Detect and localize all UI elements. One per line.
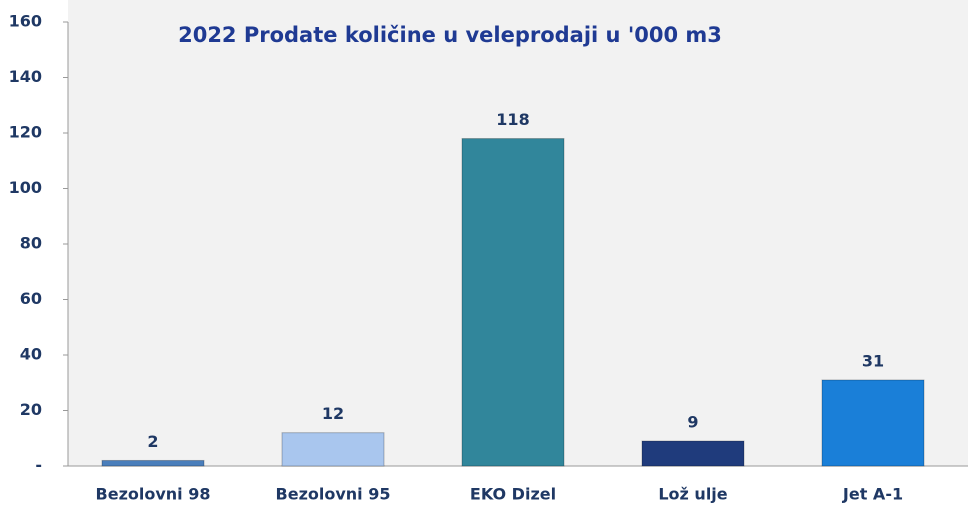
x-tick-label: EKO Dizel (470, 485, 556, 504)
y-tick-label: 100 (9, 178, 42, 197)
bar (641, 440, 745, 467)
chart-title: 2022 Prodate količine u veleprodaji u '0… (178, 23, 722, 47)
value-label: 118 (496, 110, 529, 129)
value-label: 2 (147, 432, 158, 451)
y-tick-label: 20 (20, 400, 42, 419)
x-tick-label: Bezolovni 95 (276, 485, 391, 504)
x-tick-label: Jet A-1 (842, 485, 903, 504)
bar (281, 432, 385, 467)
bar (461, 138, 565, 467)
bar (101, 459, 205, 467)
y-tick-label: 60 (20, 289, 42, 308)
x-tick-label: Bezolovni 98 (96, 485, 211, 504)
y-tick-label: 80 (20, 234, 42, 253)
y-tick-label: 140 (9, 67, 42, 86)
y-tick-label: 160 (9, 12, 42, 31)
bar (821, 379, 925, 467)
value-label: 12 (322, 404, 344, 423)
x-tick-label: Lož ulje (658, 485, 727, 504)
y-tick-label: - (35, 456, 42, 475)
y-tick-label: 40 (20, 345, 42, 364)
value-label: 31 (862, 351, 884, 370)
value-label: 9 (687, 413, 698, 432)
y-tick-label: 120 (9, 123, 42, 142)
